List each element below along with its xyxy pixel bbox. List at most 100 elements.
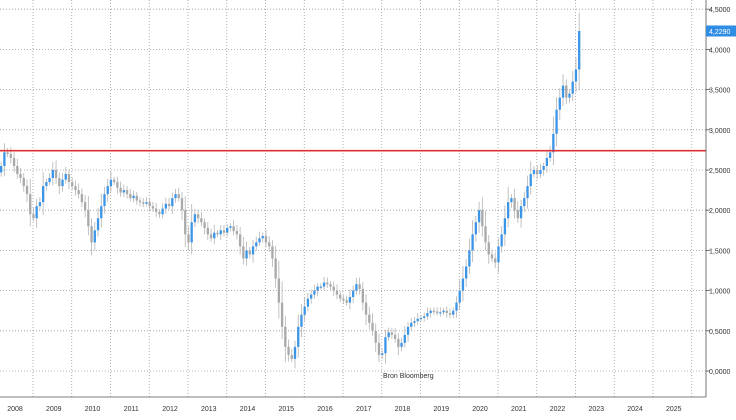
candle <box>103 186 106 214</box>
candle-body <box>287 346 290 355</box>
candle <box>245 241 248 266</box>
candle-body <box>22 178 25 187</box>
candle <box>435 307 439 316</box>
candle-body <box>274 258 277 279</box>
candle <box>329 280 332 290</box>
y-tick-label: 3,0000 <box>709 128 731 135</box>
grid <box>0 0 706 397</box>
x-tick-label: 2008 <box>7 406 23 413</box>
candle-body <box>248 250 251 255</box>
candle-body <box>154 208 158 212</box>
candle <box>38 197 42 211</box>
candle <box>54 160 58 184</box>
candle <box>452 307 455 319</box>
candle <box>196 209 200 224</box>
candle-body <box>12 157 16 166</box>
candle <box>558 88 561 121</box>
candle-body <box>116 182 119 188</box>
candle-body <box>403 334 406 343</box>
candle-body <box>196 214 200 219</box>
candle-body <box>477 210 481 223</box>
candle-body <box>77 190 80 195</box>
candle-body <box>487 242 490 255</box>
candle <box>242 236 245 265</box>
candle-body <box>67 174 71 183</box>
candle <box>90 218 93 256</box>
candle <box>25 179 29 203</box>
candle-body <box>6 152 9 154</box>
candle <box>419 315 423 322</box>
candle <box>74 180 77 196</box>
candle-body <box>455 302 458 311</box>
candle-body <box>113 179 116 183</box>
x-tick-label: 2018 <box>395 406 411 413</box>
candle-body <box>410 322 413 327</box>
candle-body <box>235 231 239 235</box>
y-tick-label: 1,5000 <box>709 248 731 255</box>
candle-body <box>206 227 209 235</box>
candle <box>458 280 461 310</box>
candle <box>309 289 313 304</box>
candle-body <box>377 342 381 355</box>
candle-body <box>342 298 345 301</box>
candle <box>116 176 119 194</box>
candle-body <box>574 69 578 82</box>
candle-body <box>0 165 3 173</box>
candle <box>58 172 61 195</box>
candle <box>145 197 148 207</box>
candle <box>393 328 397 343</box>
candle-body <box>35 206 38 219</box>
candle <box>403 325 406 348</box>
candle-body <box>435 311 439 314</box>
candle <box>532 166 536 178</box>
candle <box>574 56 578 93</box>
candle-body <box>100 206 103 219</box>
candle <box>423 312 426 322</box>
candle <box>568 89 571 103</box>
candle <box>51 161 54 186</box>
candle-body <box>503 218 507 235</box>
candle-body <box>313 290 316 295</box>
candle <box>464 259 468 287</box>
candle-body <box>481 210 484 227</box>
candle-body <box>539 170 542 175</box>
candle-body <box>519 206 523 219</box>
x-tick-label: 2009 <box>46 406 62 413</box>
candle-body <box>32 214 35 219</box>
candle-body <box>429 310 432 314</box>
candle <box>355 277 358 295</box>
x-tick-label: 2015 <box>278 406 294 413</box>
candle-body <box>506 202 510 219</box>
source-label: Bron Bloomberg <box>383 373 434 380</box>
candle <box>6 148 9 157</box>
candle <box>578 12 581 91</box>
candle <box>148 198 151 212</box>
candle-body <box>523 198 526 207</box>
candle-body <box>548 152 552 158</box>
y-tick-label: 1,0000 <box>709 289 731 296</box>
candle <box>258 231 261 246</box>
candle <box>142 197 145 208</box>
candle <box>439 307 442 317</box>
candle <box>284 316 287 363</box>
candle <box>113 176 116 185</box>
candle-body <box>290 354 293 359</box>
candle-body <box>38 202 42 207</box>
candle-body <box>129 194 132 199</box>
candle <box>555 97 558 147</box>
candle <box>542 162 545 176</box>
candle <box>552 116 555 166</box>
candle-body <box>393 334 397 339</box>
candle-body <box>558 97 561 110</box>
candle <box>174 189 177 203</box>
candle-body <box>309 294 313 299</box>
candle <box>490 249 494 263</box>
candle-body <box>200 218 203 223</box>
candle-body <box>371 322 374 331</box>
x-tick-label: 2017 <box>356 406 372 413</box>
candle-body <box>351 290 355 298</box>
candle-body <box>468 250 471 267</box>
candle <box>523 191 526 212</box>
candle <box>497 238 500 273</box>
candle <box>381 348 384 360</box>
